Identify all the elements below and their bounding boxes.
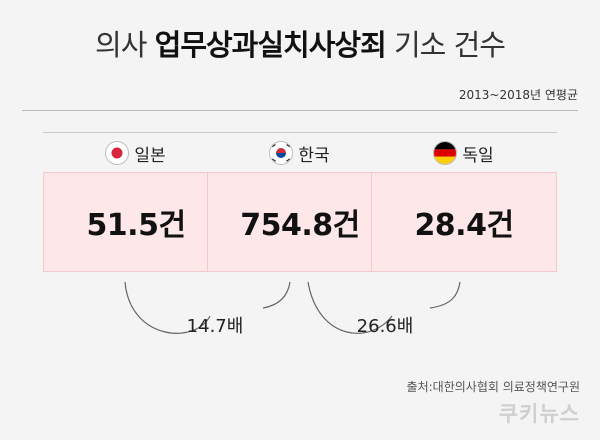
ratio-connector-germany-right <box>429 281 461 309</box>
value-box-japan: 51.5건 <box>43 172 229 272</box>
data-label: 51.5건 <box>86 208 186 243</box>
source-note: 출처:대한의사협회 의료정책연구원 <box>406 380 580 394</box>
ratio-label-japan-korea: 14.7배 <box>186 316 244 337</box>
country-label: 일본 <box>134 145 166 166</box>
data-label: 28.4건 <box>414 208 514 243</box>
title-prefix: 의사 <box>95 28 147 62</box>
country-header-japan: 일본 <box>43 132 229 173</box>
title-emphasis: 업무상과실치사상죄 <box>154 28 387 62</box>
ratio-connector-japan-korea <box>124 281 211 334</box>
value-box-germany: 28.4건 <box>371 172 557 272</box>
country-label: 독일 <box>462 145 494 166</box>
value-box-korea: 754.8건 <box>207 172 393 272</box>
ratio-connector-korea-right <box>262 281 291 309</box>
ratio-label-korea-germany: 26.6배 <box>356 316 414 337</box>
korea-flag-icon <box>270 142 293 164</box>
chart-subtitle: 2013~2018년 연평균 <box>458 88 578 102</box>
publisher-logo: 쿠키뉴스 <box>498 402 580 426</box>
country-label: 한국 <box>298 145 330 166</box>
germany-flag-icon <box>434 142 457 164</box>
chart-title: 의사 업무상과실치사상죄 기소 건수 <box>0 22 600 64</box>
country-header-korea: 한국 <box>207 132 393 173</box>
data-label: 754.8건 <box>240 208 360 243</box>
title-suffix: 기소 건수 <box>393 28 506 62</box>
japan-flag-icon <box>106 142 129 164</box>
header-divider <box>22 110 578 111</box>
country-header-germany: 독일 <box>371 132 557 173</box>
ratio-connector-korea-germany <box>307 281 393 334</box>
